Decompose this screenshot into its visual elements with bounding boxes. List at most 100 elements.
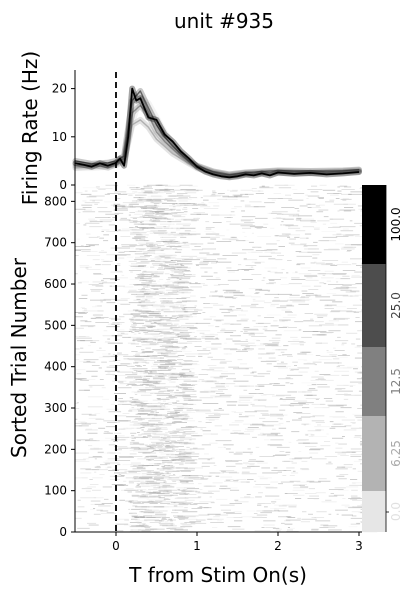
raster-cell (209, 367, 225, 369)
raster-cell (150, 258, 162, 260)
raster-cell (121, 332, 125, 334)
raster-cell (129, 441, 139, 443)
raster-cell (92, 190, 98, 192)
raster-cell (158, 456, 166, 458)
raster-cell (146, 511, 160, 513)
raster-cell (131, 427, 142, 429)
raster-cell (175, 318, 189, 320)
raster-cell (255, 322, 271, 324)
raster-cell (298, 215, 313, 217)
raster-cell (305, 194, 308, 196)
raster-cell (260, 424, 264, 426)
raster-cell (328, 461, 332, 463)
raster-cell (169, 327, 173, 329)
raster-cell (301, 285, 311, 287)
raster-xlabel: T from Stim On(s) (128, 563, 307, 587)
raster-cell (98, 427, 106, 429)
raster-cell (311, 517, 316, 518)
raster-cell (141, 506, 147, 508)
raster-cell (114, 436, 130, 438)
raster-cell (134, 223, 144, 225)
raster-cell (132, 372, 138, 374)
raster-cell (227, 279, 240, 281)
raster-cell (175, 205, 182, 207)
raster-cell (114, 484, 123, 485)
raster-cell (165, 445, 169, 447)
raster-cell (292, 489, 305, 491)
raster-cell (132, 505, 138, 507)
raster-cell (140, 389, 152, 391)
raster-cell (152, 211, 163, 213)
raster-cell (220, 476, 233, 478)
raster-cell (184, 346, 187, 347)
raster-cell (232, 298, 236, 299)
raster-cell (134, 277, 144, 279)
raster-cell (350, 290, 360, 292)
raster-cell (226, 401, 238, 403)
colorbar-segment (362, 185, 386, 264)
raster-cell (142, 215, 150, 217)
raster-cell (319, 204, 325, 206)
raster-cell (126, 365, 132, 367)
raster-cell (221, 488, 227, 490)
raster-cell (309, 452, 319, 454)
raster-cell (210, 359, 226, 361)
raster-cell (180, 337, 187, 339)
raster-cell (192, 208, 199, 209)
raster-cell (168, 465, 174, 466)
raster-cell (134, 331, 140, 332)
raster-cell (213, 319, 224, 321)
raster-cell (336, 367, 353, 369)
raster-cell (255, 246, 258, 248)
raster-cell (164, 416, 179, 418)
raster-cell (296, 264, 301, 266)
raster-cell (143, 210, 153, 212)
raster-cell (158, 295, 162, 297)
raster-cell (314, 321, 324, 323)
raster-cell (181, 483, 194, 485)
raster-cell (181, 325, 194, 327)
raster-cell (351, 244, 362, 246)
raster-cell (129, 329, 145, 331)
raster-cell (166, 332, 174, 333)
raster-cell (137, 289, 150, 290)
raster-cell (143, 270, 147, 272)
raster-cell (312, 331, 327, 332)
raster-cell (151, 248, 167, 250)
raster-cell (128, 513, 133, 514)
raster-cell (185, 192, 197, 194)
raster-cell (314, 364, 317, 366)
raster-cell (278, 427, 287, 429)
raster-cell (101, 264, 111, 266)
raster-cell (105, 374, 116, 375)
raster-cell (230, 323, 242, 325)
raster-cell (267, 344, 278, 346)
raster-cell (147, 423, 163, 425)
raster-cell (151, 500, 155, 502)
raster-cell (170, 274, 185, 276)
raster-cell (154, 339, 162, 341)
raster-cell (83, 224, 87, 226)
raster-cell (285, 382, 290, 384)
raster-cell (320, 379, 334, 381)
raster-cell (334, 487, 346, 489)
raster-cell (324, 456, 338, 457)
raster-cell (193, 203, 197, 205)
raster-cell (251, 188, 257, 189)
raster-cell (82, 211, 96, 213)
raster-cell (80, 193, 92, 195)
raster-cell (128, 205, 133, 207)
raster-cell (328, 330, 341, 332)
raster-cell (244, 431, 254, 433)
raster-cell (143, 192, 153, 194)
raster-cell (200, 428, 203, 430)
raster-cell (109, 285, 125, 287)
raster-cell (273, 299, 280, 301)
raster-cell (77, 527, 90, 529)
raster-cell (177, 233, 187, 235)
raster-cell (135, 355, 150, 357)
raster-cell (199, 397, 213, 399)
raster-cell (98, 367, 102, 369)
raster-cell (184, 497, 201, 499)
raster-cell (130, 432, 137, 434)
